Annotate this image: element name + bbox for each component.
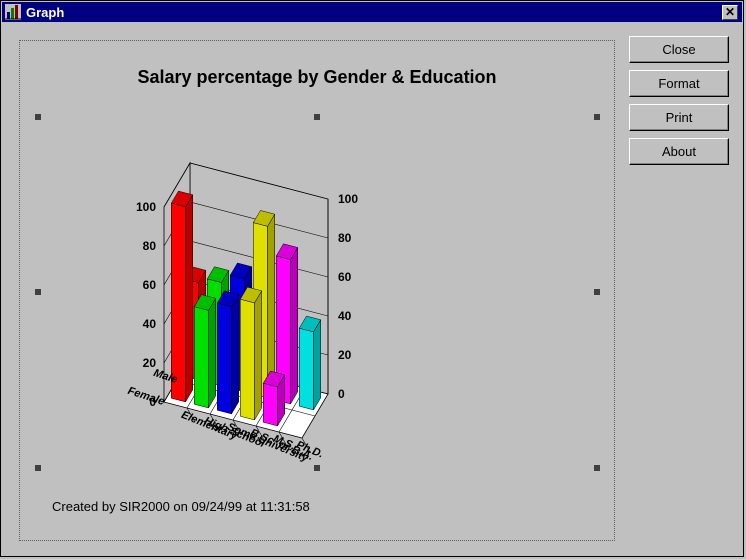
resize-handle-right[interactable] bbox=[594, 289, 600, 295]
bar-female-1-top bbox=[193, 294, 217, 311]
bar-female-3-front bbox=[240, 298, 255, 421]
resize-handle-bottom[interactable] bbox=[314, 465, 320, 471]
y-tick-label-right: 40 bbox=[338, 309, 352, 323]
series-label: Female bbox=[126, 385, 166, 408]
y-tick-label-left: 100 bbox=[136, 200, 156, 214]
resize-handle-bottom-right[interactable] bbox=[594, 465, 600, 471]
resize-handle-top-right[interactable] bbox=[594, 114, 600, 120]
gridline bbox=[163, 162, 329, 208]
graph-app-icon bbox=[5, 4, 21, 20]
y-tick-label-left: 80 bbox=[143, 239, 157, 253]
bar-female-1-side bbox=[208, 297, 216, 409]
y-tick-label-right: 80 bbox=[338, 231, 352, 245]
y-tick-label-right: 60 bbox=[338, 270, 352, 284]
y-tick-label-left: 0 bbox=[149, 395, 156, 409]
about-button[interactable]: About bbox=[629, 138, 729, 165]
resize-handle-top[interactable] bbox=[314, 114, 320, 120]
format-button[interactable]: Format bbox=[629, 70, 729, 97]
bar-male-5-front bbox=[299, 327, 314, 411]
title-bar: Graph ✕ bbox=[2, 2, 742, 22]
print-button[interactable]: Print bbox=[629, 104, 729, 131]
y-tick-label-left: 20 bbox=[143, 356, 157, 370]
bar-male-4-top bbox=[275, 243, 299, 260]
y-tick-label-right: 0 bbox=[338, 387, 345, 401]
y-tick-label-right: 100 bbox=[338, 192, 358, 206]
category-tick bbox=[186, 407, 196, 423]
category-tick bbox=[209, 413, 219, 429]
resize-handle-top-left[interactable] bbox=[35, 114, 41, 120]
window-title: Graph bbox=[26, 5, 65, 20]
close-button[interactable]: Close bbox=[629, 36, 729, 63]
bar-male-2-top bbox=[229, 262, 253, 280]
category-tick bbox=[301, 437, 311, 453]
bar-female-2-top bbox=[216, 290, 240, 307]
bar-female-4-top bbox=[262, 370, 286, 388]
bar-female-0-top bbox=[170, 190, 194, 208]
category-tick bbox=[232, 419, 242, 435]
bar-male-5-top bbox=[298, 315, 322, 333]
bar-female-4-front bbox=[263, 382, 278, 427]
bar-male-1-top bbox=[206, 266, 230, 283]
bar-female-1-front bbox=[194, 306, 209, 409]
category-tick bbox=[278, 431, 288, 447]
chart-area[interactable]: Salary percentage by Gender & Education … bbox=[19, 40, 615, 541]
bar-female-3-side bbox=[254, 289, 262, 421]
y-tick-label-left: 40 bbox=[143, 317, 157, 331]
category-tick bbox=[255, 425, 265, 441]
bar-male-4-side bbox=[290, 246, 298, 405]
resize-handle-bottom-left[interactable] bbox=[35, 465, 41, 471]
created-by-footer: Created by SIR2000 on 09/24/99 at 11:31:… bbox=[52, 499, 310, 514]
bar-female-0-side bbox=[185, 193, 193, 403]
chart-title: Salary percentage by Gender & Education bbox=[137, 67, 497, 87]
window-close-icon[interactable]: ✕ bbox=[722, 5, 738, 20]
bar-female-2-front bbox=[217, 302, 232, 415]
y-tick-label-left: 60 bbox=[143, 278, 157, 292]
bar-male-3-top bbox=[252, 210, 276, 227]
bar-male-3-side bbox=[267, 213, 275, 399]
y-tick-label-right: 20 bbox=[338, 348, 352, 362]
bar-female-2-side bbox=[231, 293, 239, 415]
bar-male-5-side bbox=[313, 318, 321, 411]
resize-handle-left[interactable] bbox=[35, 289, 41, 295]
bar-female-3-top bbox=[239, 286, 263, 304]
